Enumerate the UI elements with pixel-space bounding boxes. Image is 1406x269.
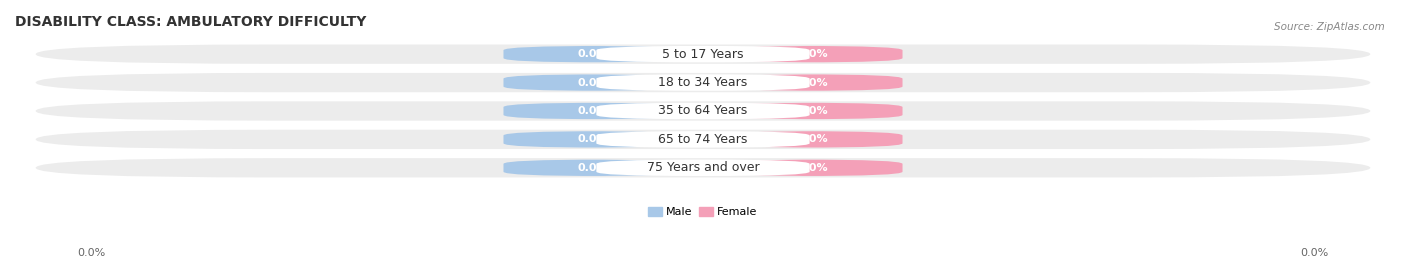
FancyBboxPatch shape [503, 74, 682, 91]
FancyBboxPatch shape [724, 74, 903, 91]
Text: 0.0%: 0.0% [77, 248, 105, 258]
Text: 0.0%: 0.0% [797, 134, 828, 144]
Text: 75 Years and over: 75 Years and over [647, 161, 759, 174]
FancyBboxPatch shape [35, 101, 1371, 121]
Text: Source: ZipAtlas.com: Source: ZipAtlas.com [1274, 22, 1385, 31]
Text: 0.0%: 0.0% [797, 163, 828, 173]
FancyBboxPatch shape [596, 131, 810, 148]
FancyBboxPatch shape [503, 131, 682, 148]
FancyBboxPatch shape [596, 46, 810, 62]
Text: 0.0%: 0.0% [578, 163, 609, 173]
FancyBboxPatch shape [596, 74, 810, 91]
Text: 0.0%: 0.0% [797, 106, 828, 116]
FancyBboxPatch shape [724, 131, 903, 148]
Text: 0.0%: 0.0% [578, 106, 609, 116]
Text: 18 to 34 Years: 18 to 34 Years [658, 76, 748, 89]
FancyBboxPatch shape [724, 103, 903, 119]
Text: 65 to 74 Years: 65 to 74 Years [658, 133, 748, 146]
Text: 0.0%: 0.0% [578, 134, 609, 144]
Text: 0.0%: 0.0% [578, 77, 609, 88]
FancyBboxPatch shape [503, 46, 682, 62]
Text: 0.0%: 0.0% [1301, 248, 1329, 258]
FancyBboxPatch shape [503, 103, 682, 119]
FancyBboxPatch shape [724, 160, 903, 176]
FancyBboxPatch shape [35, 130, 1371, 149]
FancyBboxPatch shape [35, 44, 1371, 64]
Text: 0.0%: 0.0% [797, 77, 828, 88]
FancyBboxPatch shape [503, 160, 682, 176]
Text: 35 to 64 Years: 35 to 64 Years [658, 104, 748, 118]
FancyBboxPatch shape [724, 46, 903, 62]
FancyBboxPatch shape [35, 73, 1371, 92]
FancyBboxPatch shape [35, 158, 1371, 178]
Text: 0.0%: 0.0% [797, 49, 828, 59]
Text: DISABILITY CLASS: AMBULATORY DIFFICULTY: DISABILITY CLASS: AMBULATORY DIFFICULTY [15, 15, 367, 29]
Text: 5 to 17 Years: 5 to 17 Years [662, 48, 744, 61]
FancyBboxPatch shape [596, 160, 810, 176]
Text: 0.0%: 0.0% [578, 49, 609, 59]
FancyBboxPatch shape [596, 103, 810, 119]
Legend: Male, Female: Male, Female [644, 202, 762, 221]
